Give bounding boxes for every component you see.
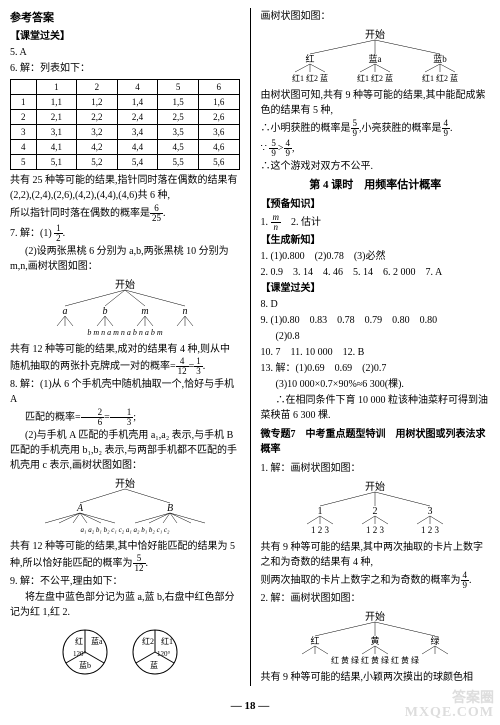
m1-2: 共有 9 种等可能的结果,其中两次抽取的卡片上数字之和为奇数的结果有 4 种, xyxy=(261,540,491,570)
svg-text:绿: 绿 xyxy=(431,635,440,646)
svg-text:黄: 黄 xyxy=(371,635,380,646)
c9-2: (2)0.8 xyxy=(261,329,491,344)
svg-text:蓝a: 蓝a xyxy=(369,53,382,64)
q8-3: 共有 12 种等可能的结果,其中恰好能匹配的结果为 5 种,所以恰好能匹配的概率… xyxy=(10,539,240,573)
q8-b: 匹配的概率=26=13; xyxy=(10,408,240,427)
q6: 6. 解：列表如下： xyxy=(10,61,240,76)
svg-text:红1 红2 蓝: 红1 红2 蓝 xyxy=(292,73,328,83)
q7-3: 共有 12 种等可能的结果,成对的结果有 4 种,则从中随机抽取的两张扑克牌成一… xyxy=(10,342,240,376)
q6-text2: 所以指针同时落在偶数的概率是625. xyxy=(10,204,240,223)
sec-class2: 【课堂过关】 xyxy=(261,281,491,296)
svg-text:红: 红 xyxy=(75,636,83,646)
tree-diagram-1: 开始 a b m n b m n a m n a b n a b m xyxy=(35,278,215,338)
r3: ∴小明获胜的概率是59,小亮获胜的概率是49. xyxy=(261,119,491,138)
svg-text:1 2 3: 1 2 3 xyxy=(421,525,440,535)
svg-text:a: a xyxy=(62,306,67,317)
q6-text1: 共有 25 种等可能的结果,指针同时落在偶数的结果有(2,2),(2,4),(2… xyxy=(10,173,240,203)
svg-text:n: n xyxy=(182,306,187,317)
q9: 9. 解：不公平,理由如下： xyxy=(10,574,240,589)
svg-text:3: 3 xyxy=(428,506,433,517)
svg-text:B: B xyxy=(167,503,173,514)
m2: 2. 解：画树状图如图： xyxy=(261,591,491,606)
circles-diagram: 红蓝a 蓝b 120° 红1 红2 蓝 120° xyxy=(45,624,205,680)
r1: 画树状图如图： xyxy=(261,9,491,24)
watermark-icon: 答案圈 xyxy=(452,687,494,707)
tree-diagram-2: 开始 A B a₁ a₂ b₁ b₂ c₁ c₂ a₁ a₂ b₁ b₂ c₁ c… xyxy=(25,477,225,535)
svg-text:开始: 开始 xyxy=(365,610,385,623)
sec-prep: 【预备知识】 xyxy=(261,197,491,212)
svg-text:1 2 3: 1 2 3 xyxy=(366,525,385,535)
svg-text:1: 1 xyxy=(318,506,323,517)
q5: 5. A xyxy=(10,45,240,60)
sec-gen: 【生成新知】 xyxy=(261,233,491,248)
svg-text:红1 红2 蓝: 红1 红2 蓝 xyxy=(422,73,458,83)
c10: 10. 7 11. 10 000 12. B xyxy=(261,345,491,360)
svg-text:红1: 红1 xyxy=(161,636,173,646)
svg-text:蓝a: 蓝a xyxy=(91,636,103,646)
answer-table: 12456 11,11,21,41,51,622,12,22,42,52,633… xyxy=(10,79,240,170)
header-title: 参考答案 xyxy=(10,10,240,27)
tree-diagram-4: 开始 1 2 3 1 2 3 1 2 3 1 2 3 xyxy=(285,480,465,536)
prep1: 1. mn 2. 估计 xyxy=(261,213,491,232)
c13-3: (3)10 000×0.7×90%≈6 300(棵). xyxy=(261,377,491,392)
c8: 8. D xyxy=(261,297,491,312)
svg-text:120°: 120° xyxy=(73,650,87,658)
m1: 1. 解：画树状图如图： xyxy=(261,461,491,476)
svg-text:开始: 开始 xyxy=(115,477,135,490)
column-divider xyxy=(250,8,251,686)
svg-text:红: 红 xyxy=(311,635,320,646)
q7-2: (2)设两张黑桃 6 分别为 a,b,两张黑桃 10 分别为 m,n,画树状图如… xyxy=(10,244,240,274)
r2: 由树状图可知,共有 9 种等可能的结果,其中能配成紫色的结果有 5 种, xyxy=(261,88,491,118)
lesson4-title: 第 4 课时 用频率估计概率 xyxy=(261,177,491,194)
svg-text:A: A xyxy=(76,503,84,514)
m1-3: 则两次抽取的卡片上数字之和为奇数的概率为49. xyxy=(261,571,491,590)
svg-text:b: b xyxy=(102,306,107,317)
svg-text:开始: 开始 xyxy=(365,28,385,41)
gen2: 2. 0.9 3. 14 4. 46 5. 14 6. 2 000 7. A xyxy=(261,265,491,280)
tree-diagram-3: 开始 红 蓝a 蓝b 红1 红2 蓝 红1 红2 蓝 红1 红2 蓝 xyxy=(270,28,480,84)
q8-2: (2)与手机 A 匹配的手机壳用 a₁,a₂ 表示,与手机 B 匹配的手机壳用 … xyxy=(10,428,240,473)
svg-text:120°: 120° xyxy=(157,650,171,658)
svg-text:红: 红 xyxy=(306,53,315,64)
svg-text:红1 红2 蓝: 红1 红2 蓝 xyxy=(357,73,393,83)
q9-2: 将左盘中蓝色部分记为蓝 a,蓝 b,右盘中红色部分记为红 1,红 2. xyxy=(10,590,240,620)
svg-text:1 2 3: 1 2 3 xyxy=(311,525,330,535)
sec-class: 【课堂过关】 xyxy=(10,29,240,44)
svg-text:开始: 开始 xyxy=(365,480,385,493)
svg-text:m: m xyxy=(141,306,148,317)
svg-text:蓝b: 蓝b xyxy=(433,53,447,64)
r5: ∴这个游戏对双方不公平. xyxy=(261,159,491,174)
svg-text:2: 2 xyxy=(373,506,378,517)
svg-text:开始: 开始 xyxy=(115,278,135,291)
svg-text:红 黄 绿 红 黄 绿 红 黄 绿: 红 黄 绿 红 黄 绿 红 黄 绿 xyxy=(331,655,419,665)
watermark-text: MXQE.COM xyxy=(405,705,494,721)
gen1: 1. (1)0.800 (2)0.78 (3)必然 xyxy=(261,249,491,264)
svg-text:蓝: 蓝 xyxy=(150,660,158,670)
svg-text:a₁ a₂ b₁ b₂ c₁ c₂ a₁ a₂ b₁: a₁ a₂ b₁ b₂ c₁ c₂ a₁ a₂ b₁ b₂ c₁ c₂ xyxy=(80,526,169,534)
svg-text:蓝b: 蓝b xyxy=(79,660,91,670)
m2-2: 共有 9 种等可能的结果,小颖两次摸出的球颜色相 xyxy=(261,670,491,685)
tree-diagram-5: 开始 红 黄 绿 红 黄 绿 红 黄 绿 红 黄 绿 xyxy=(275,610,475,666)
c13-4: ∴在相同条件下育 10 000 粒该种油菜籽可得到油菜秧苗 6 300 棵. xyxy=(261,393,491,423)
q8: 8. 解：(1)从 6 个手机壳中随机抽取一个,恰好与手机 A xyxy=(10,377,240,407)
micro-title: 微专题7 中考重点题型特训 用树状图或列表法求概率 xyxy=(261,427,491,457)
c13: 13. 解：(1)0.69 0.69 (2)0.7 xyxy=(261,361,491,376)
q7: 7. 解：(1) 12. xyxy=(10,224,240,243)
svg-text:b m n a m n a b n a b m: b m n a m n a b n a b m xyxy=(87,328,163,337)
r4: ∵ 59>49, xyxy=(261,139,491,158)
c9: 9. (1)0.80 0.83 0.78 0.79 0.80 0.80 xyxy=(261,313,491,328)
svg-text:红2: 红2 xyxy=(142,636,154,646)
